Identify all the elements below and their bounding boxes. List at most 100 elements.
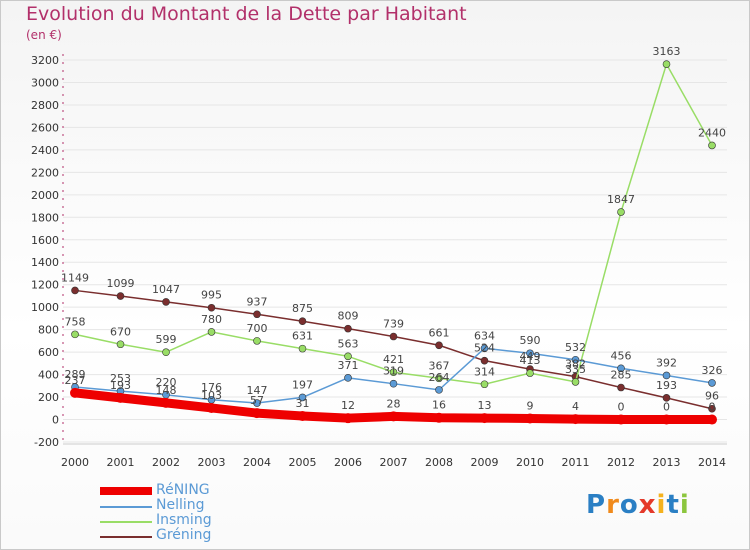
data-label: 532 (565, 341, 586, 354)
data-point (388, 411, 399, 422)
data-point (116, 340, 125, 349)
data-point (253, 337, 261, 345)
data-label: 995 (201, 289, 222, 302)
data-label: 193 (110, 379, 131, 392)
data-label: 367 (429, 359, 450, 372)
data-point (480, 356, 489, 365)
data-point (298, 393, 307, 402)
x-tick-label: 2002 (152, 456, 180, 469)
data-point (570, 414, 581, 425)
data-point (207, 328, 216, 336)
data-label: 421 (383, 353, 404, 366)
data-point (343, 413, 353, 424)
data-label: 9 (527, 400, 534, 413)
data-point (161, 397, 171, 408)
data-label: 449 (520, 350, 541, 363)
x-tick-label: 2012 (607, 456, 635, 469)
data-point (389, 332, 398, 341)
x-tick-label: 2007 (380, 456, 408, 469)
data-point (526, 349, 534, 358)
chart-subtitle: (en €) (26, 28, 62, 42)
data-point (525, 413, 535, 424)
data-point (206, 402, 217, 413)
data-point (162, 298, 170, 306)
y-tick-label: 200 (38, 391, 59, 404)
y-tick-label: 2800 (31, 99, 59, 112)
data-label: 634 (474, 329, 495, 342)
data-label: 758 (65, 315, 86, 328)
data-point (116, 292, 125, 300)
y-tick-label: 3000 (31, 76, 59, 89)
data-point (207, 303, 216, 312)
x-tick-label: 2006 (334, 456, 362, 469)
data-point (617, 383, 625, 392)
x-tick-label: 2009 (471, 456, 499, 469)
data-label: 176 (201, 381, 222, 394)
data-point (253, 399, 261, 407)
data-label: 631 (292, 330, 313, 343)
y-tick-label: 400 (38, 369, 59, 382)
data-label: 563 (338, 337, 359, 350)
data-point (662, 60, 671, 68)
data-label: 382 (565, 358, 586, 371)
data-point (480, 380, 489, 389)
data-label: 197 (292, 378, 313, 391)
data-label: 4 (572, 400, 579, 413)
data-label: 413 (520, 354, 541, 367)
data-point (571, 378, 580, 386)
data-point (662, 371, 671, 380)
data-point (70, 387, 80, 398)
data-point (617, 364, 625, 373)
data-point (344, 324, 352, 333)
data-label: 1847 (607, 193, 635, 206)
x-tick-label: 2004 (243, 456, 271, 469)
data-label: 937 (247, 295, 268, 308)
data-label: 456 (611, 349, 632, 362)
data-point (480, 344, 489, 353)
data-label: 96 (705, 390, 719, 403)
legend-label-grening: Gréning (156, 527, 212, 543)
data-point (661, 414, 672, 425)
data-point (252, 408, 262, 419)
data-point (297, 411, 308, 422)
data-point (298, 317, 307, 326)
data-label: 193 (656, 379, 677, 392)
data-label: 3163 (653, 45, 681, 58)
x-tick-label: 2013 (653, 456, 681, 469)
data-point (115, 392, 126, 403)
legend-label-insming: Insming (156, 512, 212, 528)
data-point (708, 141, 716, 150)
data-point (616, 414, 626, 425)
data-label: 661 (429, 326, 450, 339)
x-tick-label: 2005 (289, 456, 317, 469)
x-tick-label: 2010 (516, 456, 544, 469)
data-point (434, 412, 444, 423)
data-label: 285 (611, 369, 632, 382)
y-tick-label: 800 (38, 324, 59, 337)
data-label: 319 (383, 365, 404, 378)
data-label: 12 (341, 399, 355, 412)
legend-label-nelling: Nelling (156, 497, 205, 513)
data-point (571, 355, 580, 364)
data-label: 103 (201, 389, 222, 402)
legend-label-rening: RéNING (156, 482, 210, 498)
data-point (707, 414, 717, 425)
x-tick-label: 2003 (198, 456, 226, 469)
data-label: 16 (432, 399, 446, 412)
data-label: 148 (156, 384, 177, 397)
data-label: 0 (709, 401, 716, 414)
data-label: 147 (247, 384, 268, 397)
data-point (662, 394, 671, 402)
data-point (617, 208, 625, 216)
data-label: 670 (110, 325, 131, 338)
data-label: 13 (478, 399, 492, 412)
data-point (389, 368, 398, 377)
data-point (71, 286, 79, 295)
data-label: 220 (156, 376, 177, 389)
data-label: 326 (702, 364, 723, 377)
y-tick-label: 0 (52, 414, 59, 427)
data-label: 1149 (61, 271, 89, 284)
data-label: 739 (383, 318, 404, 331)
y-tick-label: -200 (34, 436, 59, 449)
